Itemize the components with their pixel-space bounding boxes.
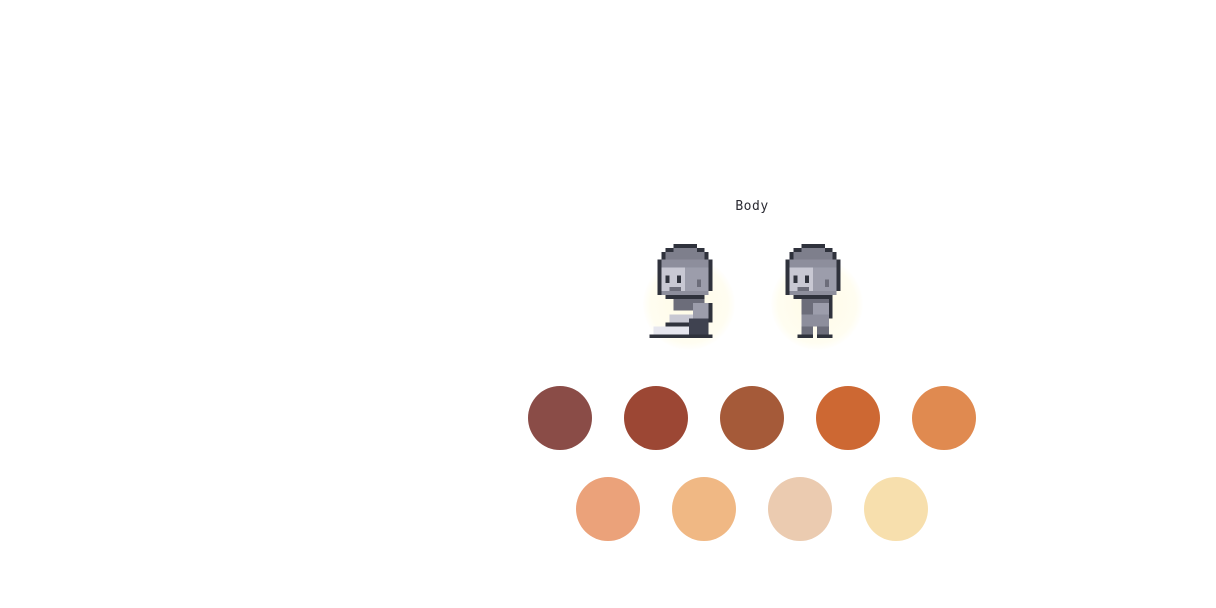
skin-color-swatch[interactable] xyxy=(912,386,976,450)
skin-color-swatch[interactable] xyxy=(576,477,640,541)
character-preview-standing xyxy=(767,240,867,350)
skin-color-swatch[interactable] xyxy=(624,386,688,450)
skin-color-swatch[interactable] xyxy=(672,477,736,541)
skin-color-swatch[interactable] xyxy=(528,386,592,450)
skin-color-swatch[interactable] xyxy=(816,386,880,450)
skin-color-swatch[interactable] xyxy=(864,477,928,541)
character-sitting-sprite xyxy=(649,243,713,339)
skin-color-swatch[interactable] xyxy=(720,386,784,450)
character-standing-sprite xyxy=(785,243,841,339)
character-preview-sitting xyxy=(639,240,739,350)
section-title: Body xyxy=(735,199,769,214)
skin-color-swatch[interactable] xyxy=(768,477,832,541)
